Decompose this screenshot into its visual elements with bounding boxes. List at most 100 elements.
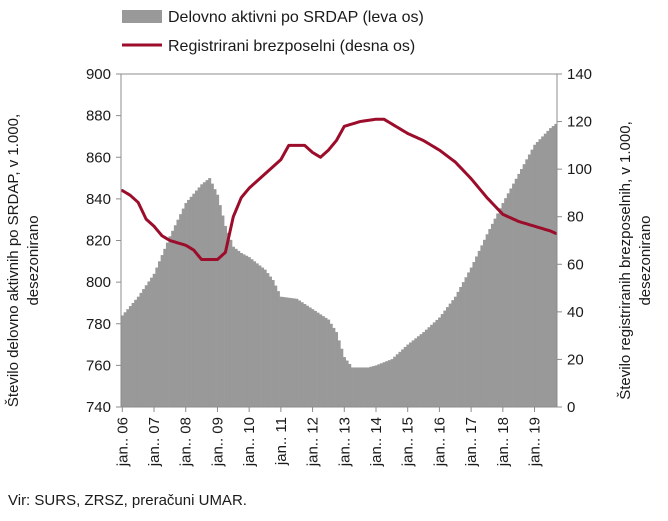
employment-bar (144, 285, 148, 407)
employment-bar (395, 354, 399, 407)
employment-bar (216, 194, 220, 407)
x-tick-label: jan.. 15 (400, 417, 417, 467)
employment-bar (369, 366, 373, 407)
employment-bar (292, 298, 296, 407)
x-tick-label: jan.. 12 (305, 417, 322, 467)
employment-bar (231, 246, 235, 407)
employment-bar (168, 236, 172, 407)
employment-bar (480, 245, 484, 407)
employment-bar (189, 196, 193, 407)
right-tick-label: 100 (567, 161, 592, 178)
employment-bar (329, 323, 333, 407)
employment-bar (438, 317, 442, 407)
employment-bar (279, 296, 283, 407)
employment-bar (554, 123, 558, 407)
x-tick-label: jan.. 16 (431, 417, 448, 467)
employment-bar (163, 248, 167, 407)
x-tick-label: jan.. 09 (209, 417, 226, 467)
employment-bar (197, 187, 201, 407)
employment-bar (247, 257, 251, 407)
right-axis-title-line: Število registriranih brezposelnih, v 1.… (617, 121, 634, 399)
left-axis-title-line: desezonirano (25, 215, 42, 305)
employment-bar (126, 309, 130, 407)
employment-bar (390, 359, 394, 407)
employment-bar (527, 154, 531, 407)
unemployment-series-line (120, 117, 558, 262)
right-tick-label: 20 (567, 351, 584, 368)
employment-bar (490, 223, 494, 407)
employment-bar (176, 219, 180, 407)
employment-bar (430, 324, 434, 407)
right-tick-label: 0 (567, 399, 575, 416)
employment-bar (541, 136, 545, 407)
employment-bar (387, 360, 391, 407)
employment-bar (218, 205, 222, 407)
employment-bar (332, 327, 336, 407)
employment-bar (123, 312, 127, 407)
employment-bar (356, 367, 360, 407)
right-axis-title-line: desezonirano (637, 215, 654, 305)
employment-bar (453, 296, 457, 407)
employment-bar (514, 178, 518, 407)
employment-bar (364, 367, 368, 407)
left-tick-label: 880 (86, 108, 111, 125)
right-tick-label: 40 (567, 304, 584, 321)
employment-bar (160, 255, 164, 407)
employment-bar (446, 307, 450, 407)
employment-bar (142, 289, 146, 407)
employment-bar (340, 348, 344, 407)
employment-bar (150, 277, 154, 407)
x-tick-label: jan.. 13 (336, 417, 353, 467)
employment-bar (287, 297, 291, 407)
employment-bar (187, 199, 191, 407)
left-tick-label: 740 (86, 399, 111, 416)
employment-bar (522, 164, 526, 407)
employment-bar (427, 327, 431, 407)
employment-bar (139, 292, 143, 407)
left-tick-label: 800 (86, 274, 111, 291)
employment-bar (398, 351, 402, 407)
left-tick-label: 840 (86, 191, 111, 208)
employment-bar (324, 317, 328, 407)
left-tick-label: 760 (86, 357, 111, 374)
employment-bar (335, 332, 339, 407)
employment-bar (432, 322, 436, 407)
employment-bar (345, 360, 349, 407)
employment-bar (134, 299, 138, 407)
employment-bar (525, 159, 529, 407)
employment-bar (213, 189, 217, 407)
employment-area (121, 123, 558, 408)
employment-bar (128, 306, 132, 407)
employment-bar (551, 126, 555, 407)
employment-bar (258, 265, 262, 407)
employment-bar (327, 319, 331, 407)
employment-bar (221, 215, 225, 407)
employment-bar (411, 340, 415, 407)
employment-bar (409, 342, 413, 407)
employment-bar (136, 296, 140, 407)
employment-bar (533, 144, 537, 407)
employment-bar (181, 208, 185, 407)
employment-bar (350, 367, 354, 407)
x-tick-label: jan.. 08 (178, 417, 195, 467)
employment-bar (543, 133, 547, 407)
x-tick-label: jan.. 19 (527, 417, 544, 467)
left-tick-label: 820 (86, 233, 111, 250)
left-tick-label: 900 (86, 66, 111, 83)
employment-bar (520, 169, 523, 407)
employment-bar (152, 273, 156, 407)
employment-bar (308, 307, 312, 407)
employment-bar (263, 269, 267, 407)
employment-bar (205, 180, 209, 407)
employment-bar (290, 298, 294, 407)
employment-bar (303, 303, 307, 407)
employment-bar (305, 305, 309, 407)
employment-bar (300, 302, 304, 407)
employment-bar (382, 362, 386, 407)
employment-bar (173, 225, 177, 407)
employment-bar (171, 230, 175, 407)
employment-bar (274, 285, 278, 407)
employment-bar (461, 282, 465, 408)
employment-bar (121, 315, 124, 407)
